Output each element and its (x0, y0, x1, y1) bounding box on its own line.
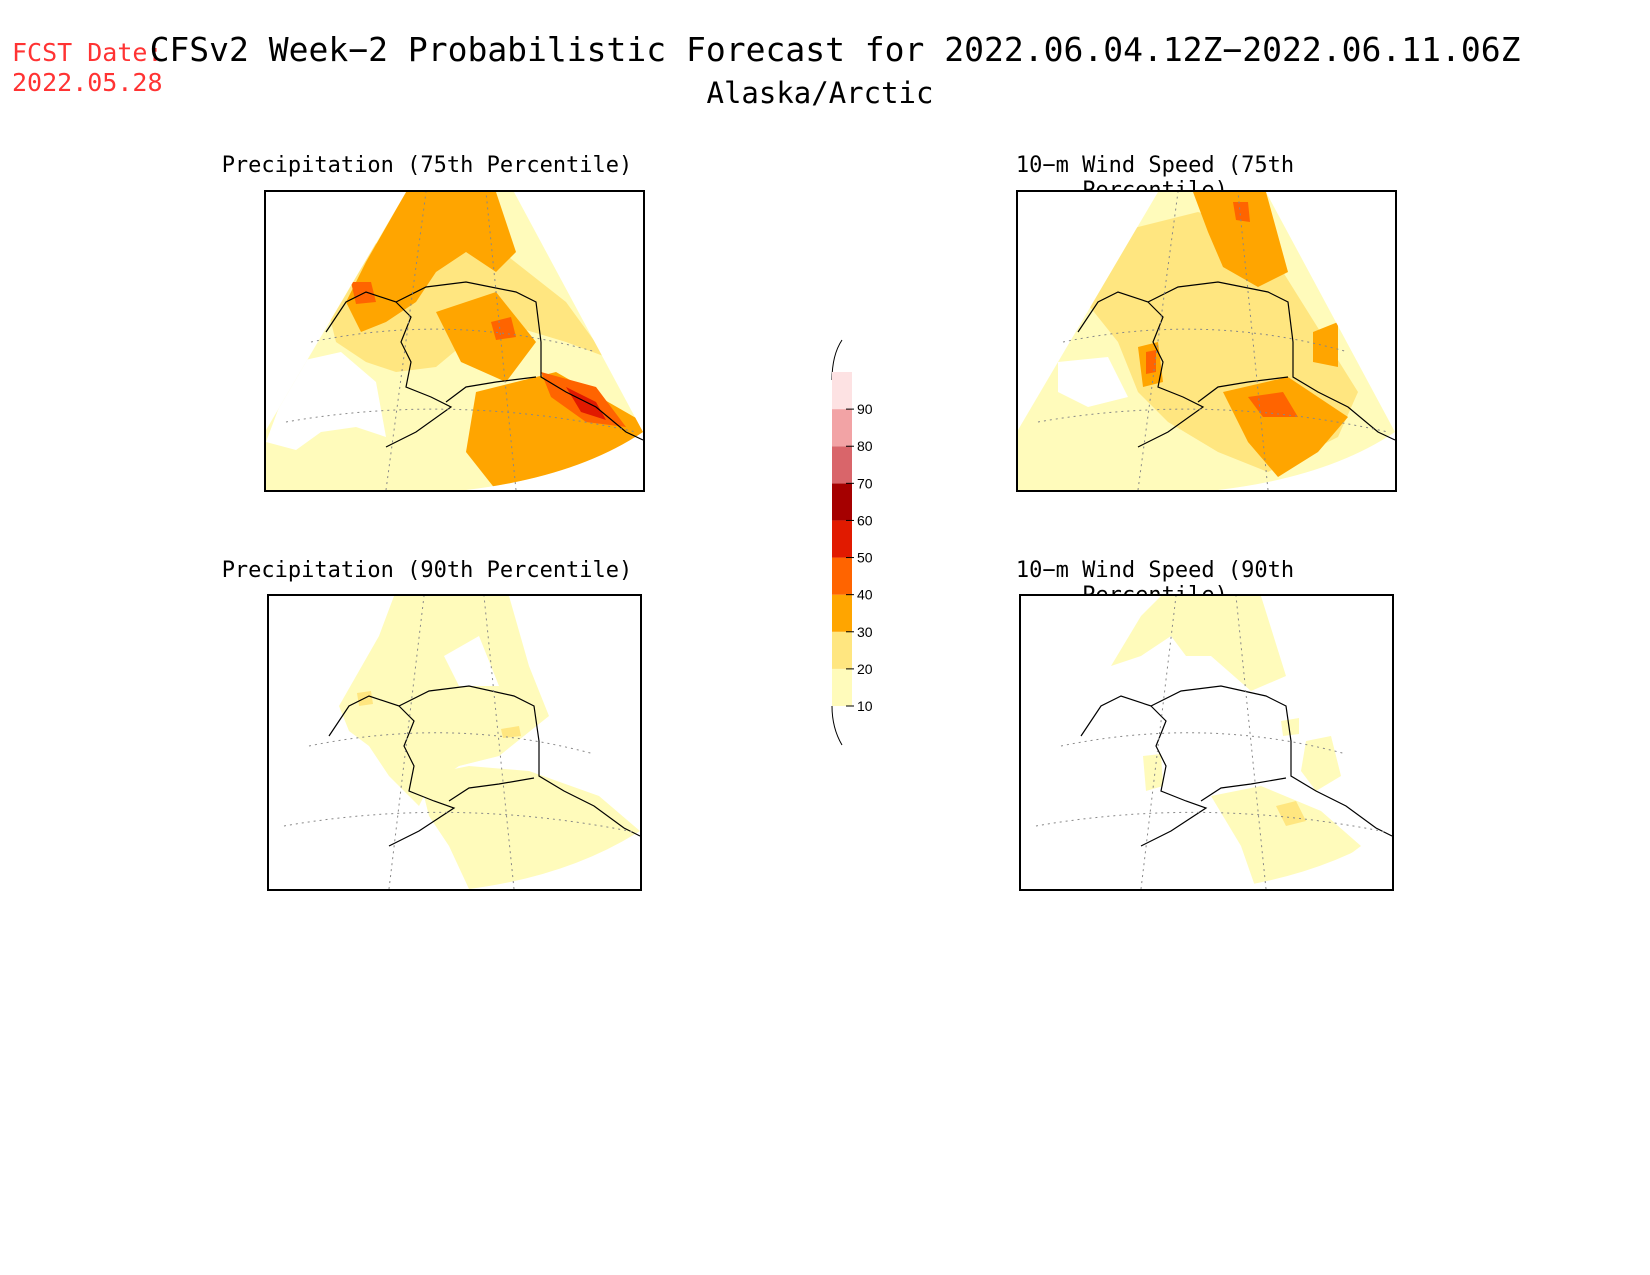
fill-30 (1313, 322, 1338, 367)
fill-10 (1281, 718, 1299, 736)
fill-10 (419, 766, 640, 889)
panel-title-precip-75: Precipitation (75th Percentile) (221, 153, 633, 178)
map-precip-75 (266, 192, 643, 490)
map-wind-90 (1021, 596, 1392, 889)
fill-40 (1146, 350, 1156, 374)
colorbar-bottom-arrow (831, 705, 843, 746)
map-panel-wind-90 (1019, 594, 1394, 891)
colorbar-tick-label: 80 (857, 438, 873, 454)
colorbar-box (832, 594, 852, 632)
fill-10 (1211, 786, 1361, 889)
fill-20 (501, 726, 521, 738)
region-subtitle: Alaska/Arctic (706, 76, 934, 110)
graticule (283, 596, 635, 889)
colorbar-tick-label: 30 (857, 624, 873, 640)
no-signal-area (444, 636, 499, 686)
coastline (325, 281, 643, 448)
colorbar-box (832, 668, 852, 706)
map-panel-precip-75 (264, 190, 645, 492)
forecast-date-label: FCST Date: 2022.05.28 (12, 38, 163, 98)
main-title: CFSv2 Week−2 Probabilistic Forecast for … (149, 30, 1521, 69)
fill-30 (436, 292, 536, 382)
fcst-date-value: 2022.05.28 (12, 68, 163, 97)
colorbar-tick-label: 10 (857, 698, 873, 714)
fill-40 (1233, 202, 1250, 222)
colorbar-tick-label: 70 (857, 475, 873, 491)
fill-10 (1301, 736, 1341, 791)
graticule (1035, 596, 1387, 889)
colorbar-box (832, 631, 852, 669)
coastline (328, 685, 640, 847)
colorbar-box (832, 409, 852, 447)
colorbar-labels: 10 20 30 40 50 60 70 80 90 (857, 401, 873, 714)
colorbar-box (832, 446, 852, 484)
map-panel-wind-75 (1016, 190, 1397, 492)
map-wind-75 (1018, 192, 1395, 490)
fill-20 (1276, 801, 1306, 826)
colorbar-boxes (832, 372, 854, 707)
graticule (1037, 192, 1389, 490)
colorbar-box (832, 520, 852, 558)
colorbar-box (832, 557, 852, 595)
colorbar-tick-label: 60 (857, 512, 873, 528)
fill-10 (339, 596, 549, 806)
graticule (285, 192, 637, 490)
colorbar-box (832, 372, 852, 410)
fill-10 (1111, 596, 1286, 691)
colorbar-legend: 10 20 30 40 50 60 70 80 90 (810, 330, 880, 754)
no-signal-area (1058, 357, 1128, 407)
fill-30 (1193, 192, 1288, 287)
fill-30 (346, 192, 516, 332)
colorbar-tick-label: 90 (857, 401, 873, 417)
map-panel-precip-90 (267, 594, 642, 891)
colorbar-box (832, 483, 852, 521)
fill-10 (1143, 754, 1163, 791)
coastline (1077, 281, 1395, 448)
colorbar-tick-label: 20 (857, 661, 873, 677)
fcst-date-label: FCST Date: (12, 38, 163, 67)
coastline (1080, 685, 1392, 847)
map-precip-90 (269, 596, 640, 889)
colorbar: 10 20 30 40 50 60 70 80 90 (831, 339, 873, 746)
colorbar-tick-label: 50 (857, 550, 873, 566)
fill-50 (566, 387, 606, 420)
colorbar-tick-label: 40 (857, 587, 873, 603)
panel-title-precip-90: Precipitation (90th Percentile) (221, 558, 633, 583)
